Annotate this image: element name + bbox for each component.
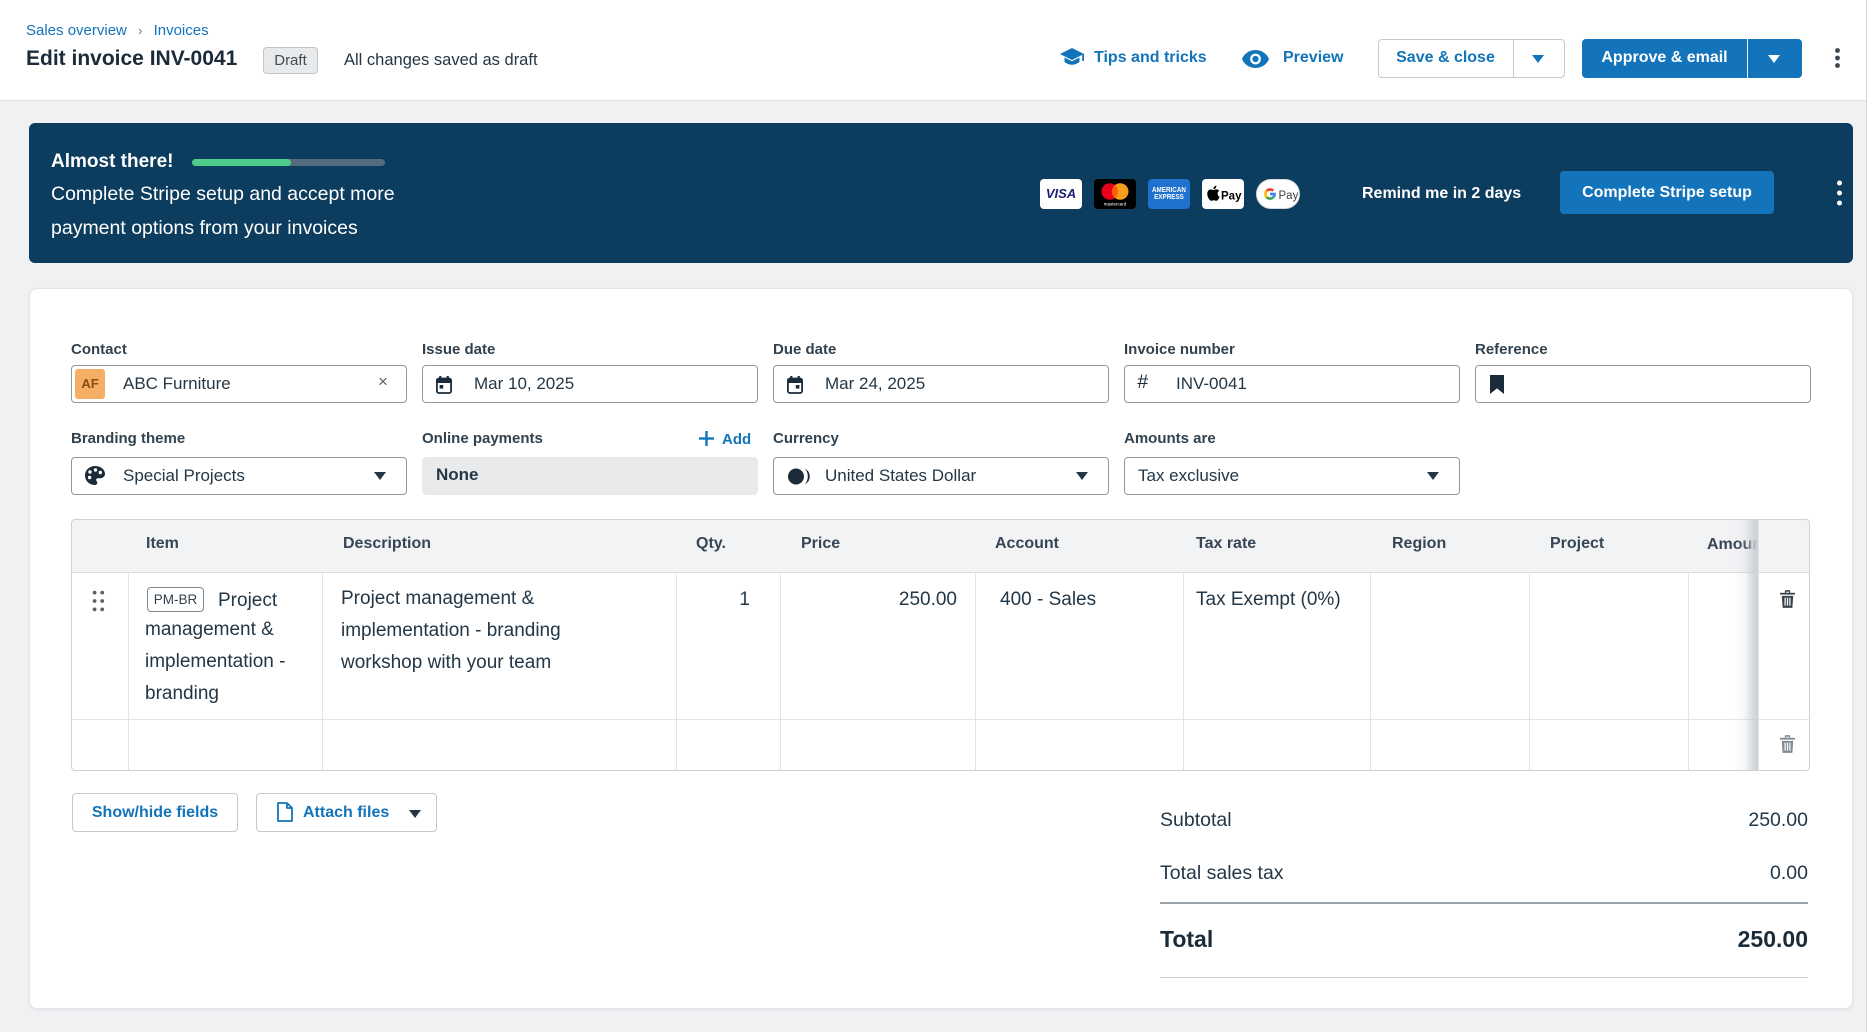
svg-text:Pay: Pay <box>1279 190 1299 202</box>
svg-text:Pay: Pay <box>1221 191 1242 203</box>
svg-text:mastercard: mastercard <box>1104 202 1127 207</box>
